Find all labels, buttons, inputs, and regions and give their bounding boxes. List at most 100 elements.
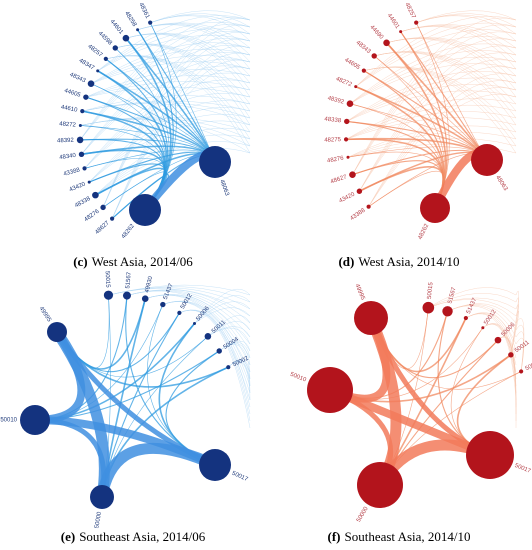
node-label: 50004 [525,359,532,372]
edge [416,10,517,23]
edge [125,34,251,98]
node-label: 44605 [343,57,361,71]
edges [34,284,251,499]
caption: (e) Southeast Asia, 2014/06 [61,529,206,544]
node [177,310,182,315]
node-label: 48272 [335,76,353,88]
hub-label: 50010 [0,418,17,424]
node [494,336,502,344]
node [361,68,366,73]
edge [97,35,251,72]
node [356,188,363,194]
node [92,191,99,199]
panel: 50015 51567 49930 5143750012500065001150004… [0,271,251,544]
edge [90,48,251,84]
node [87,80,95,87]
edge [355,22,517,87]
node-label: 43388 [349,207,367,222]
edge [108,288,251,317]
node [193,322,197,326]
node-label: 48276 [327,156,345,165]
node [216,348,222,354]
edge [102,154,216,208]
edge [352,17,517,175]
edge [346,84,517,122]
edge [90,61,251,84]
edge [349,63,517,104]
node [78,123,82,127]
node-label: 48276 [83,208,101,223]
edge [145,295,251,373]
node-label: 48343 [355,40,372,56]
node [383,39,390,47]
hub-label: 48063 [218,179,230,197]
edge [347,131,517,158]
node [83,94,89,100]
node-label: 48347 [78,58,96,72]
edge [355,16,517,87]
edge [400,26,517,70]
edge [359,66,517,192]
edge [207,327,251,345]
edge [84,79,251,169]
caption: (c) West Asia, 2014/06 [73,254,193,269]
node-label: 50006 [196,305,212,322]
node [160,301,166,308]
edge [352,24,517,175]
edge [345,111,517,140]
edges [345,10,517,210]
node-label: 48627 [330,174,348,185]
edge [150,10,251,23]
edge [84,72,251,169]
edge [355,29,517,87]
edge [515,338,525,372]
node [349,171,356,178]
node [354,85,358,89]
hub-node [420,193,450,223]
caption-letter: (f) [327,529,340,544]
caption-text: West Asia, 2014/10 [358,254,459,269]
node [414,20,419,25]
edge [85,69,251,98]
edge [79,17,251,141]
edge [179,310,251,429]
edge [346,117,517,140]
edge [85,75,251,98]
node-label: 48361 [137,2,150,20]
node-label: 43388 [63,167,81,177]
node [481,326,485,330]
hub-label: 50010 [289,372,307,384]
edge [89,120,251,183]
edge [79,31,251,141]
hub-node [129,194,161,226]
edge [374,52,517,126]
node-label: 48257 [403,2,416,20]
hub-label: 50017 [231,471,249,484]
caption: (d) West Asia, 2014/10 [338,254,459,269]
edge [80,119,251,154]
hub-label: 49995 [353,283,365,301]
caption-text: West Asia, 2014/06 [92,254,194,269]
hub-node [466,431,514,479]
edge [102,25,251,208]
edge [345,98,517,140]
edge [465,313,517,373]
node [76,136,84,144]
node-label: 48275 [324,137,342,144]
edge [79,24,251,141]
node [148,20,153,25]
node [346,155,350,159]
edge [84,93,251,169]
edge [482,323,517,401]
hub-node [354,301,388,335]
edge [34,304,164,421]
edge [97,22,251,72]
hub-label: 49995 [38,306,53,324]
node-label: 44601 [386,13,401,31]
edge [89,100,251,183]
edge [349,50,517,104]
edge [194,307,251,324]
caption-text: Southeast Asia, 2014/10 [344,529,470,544]
caption-letter: (c) [73,254,87,269]
